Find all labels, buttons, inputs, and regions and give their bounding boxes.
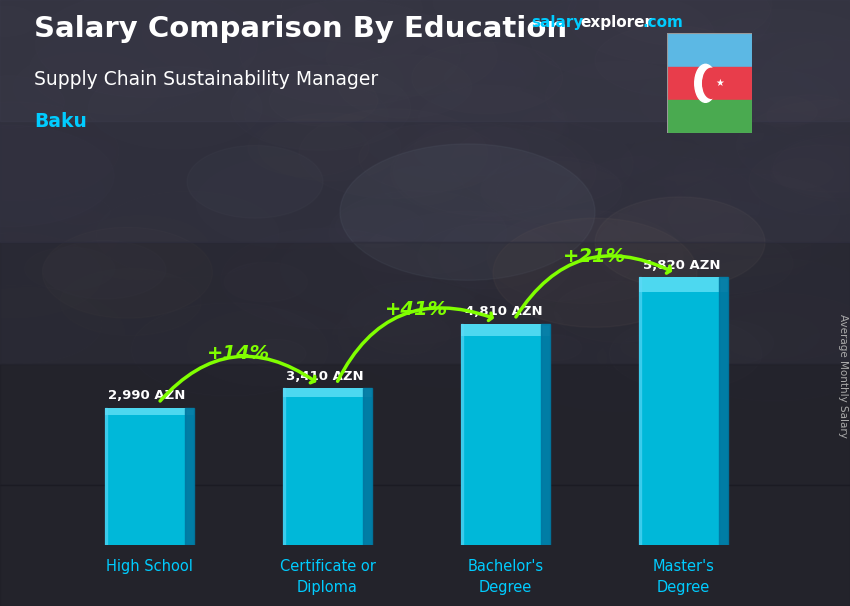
Ellipse shape [660, 169, 840, 255]
Ellipse shape [284, 0, 428, 65]
Ellipse shape [0, 239, 144, 318]
Bar [667, 100, 752, 133]
Bar [667, 67, 752, 100]
Ellipse shape [527, 335, 581, 361]
Text: 4,810 AZN: 4,810 AZN [465, 305, 542, 318]
Ellipse shape [530, 0, 715, 80]
Text: 3,410 AZN: 3,410 AZN [286, 370, 364, 383]
Ellipse shape [42, 227, 212, 318]
Ellipse shape [369, 230, 468, 277]
Ellipse shape [595, 197, 765, 288]
Ellipse shape [567, 0, 772, 64]
Bar [639, 278, 728, 292]
Bar [105, 408, 107, 545]
Ellipse shape [411, 42, 563, 114]
Bar [0, 0, 850, 121]
Bar [719, 278, 728, 545]
Bar [0, 121, 850, 242]
Text: Average Monthly Salary: Average Monthly Salary [838, 314, 848, 438]
Text: +14%: +14% [207, 344, 270, 363]
Ellipse shape [664, 258, 850, 361]
Ellipse shape [0, 125, 114, 227]
Bar [639, 278, 728, 545]
Bar [363, 388, 372, 545]
Ellipse shape [359, 124, 502, 192]
Ellipse shape [246, 339, 306, 368]
Text: 5,820 AZN: 5,820 AZN [643, 259, 720, 272]
Ellipse shape [394, 127, 581, 216]
Ellipse shape [502, 172, 645, 241]
Bar [283, 388, 372, 545]
Ellipse shape [461, 56, 682, 161]
Ellipse shape [523, 109, 671, 179]
Ellipse shape [299, 109, 488, 199]
Ellipse shape [224, 262, 308, 302]
Ellipse shape [348, 281, 480, 344]
Text: +41%: +41% [385, 299, 448, 319]
Ellipse shape [50, 196, 110, 225]
Bar [0, 485, 850, 606]
Ellipse shape [221, 228, 433, 329]
Ellipse shape [0, 76, 65, 128]
Text: .com: .com [643, 15, 683, 30]
Text: +21%: +21% [563, 247, 626, 265]
Ellipse shape [131, 303, 328, 396]
Text: explorer: explorer [581, 15, 653, 30]
Bar [283, 388, 372, 397]
Ellipse shape [1, 262, 105, 312]
Ellipse shape [29, 27, 213, 115]
Text: ★: ★ [716, 78, 724, 88]
Bar [639, 278, 642, 545]
Ellipse shape [360, 211, 572, 312]
Ellipse shape [493, 218, 697, 327]
Bar [461, 324, 550, 336]
Text: Supply Chain Sustainability Manager: Supply Chain Sustainability Manager [34, 70, 378, 88]
Ellipse shape [269, 75, 378, 126]
Ellipse shape [760, 149, 830, 182]
Bar [105, 408, 194, 415]
Bar [0, 242, 850, 364]
Ellipse shape [340, 144, 595, 280]
Ellipse shape [595, 25, 744, 96]
Ellipse shape [0, 285, 102, 364]
Text: Salary Comparison By Education: Salary Comparison By Education [34, 15, 567, 43]
Ellipse shape [0, 6, 37, 36]
Ellipse shape [36, 0, 258, 98]
Circle shape [694, 64, 717, 102]
Bar [0, 364, 850, 485]
Ellipse shape [660, 293, 850, 401]
Ellipse shape [803, 32, 850, 74]
Circle shape [703, 68, 720, 98]
Bar [461, 324, 463, 545]
Text: 2,990 AZN: 2,990 AZN [109, 389, 186, 402]
Bar [185, 408, 194, 545]
Text: Baku: Baku [34, 112, 87, 131]
Ellipse shape [187, 145, 323, 218]
Bar [105, 408, 194, 545]
Bar [541, 324, 550, 545]
Bar [283, 388, 285, 545]
Ellipse shape [42, 241, 166, 299]
Ellipse shape [487, 210, 683, 304]
Bar [461, 324, 550, 545]
Ellipse shape [230, 65, 411, 150]
Bar [667, 33, 752, 67]
Text: salary: salary [531, 15, 584, 30]
Ellipse shape [652, 248, 850, 348]
